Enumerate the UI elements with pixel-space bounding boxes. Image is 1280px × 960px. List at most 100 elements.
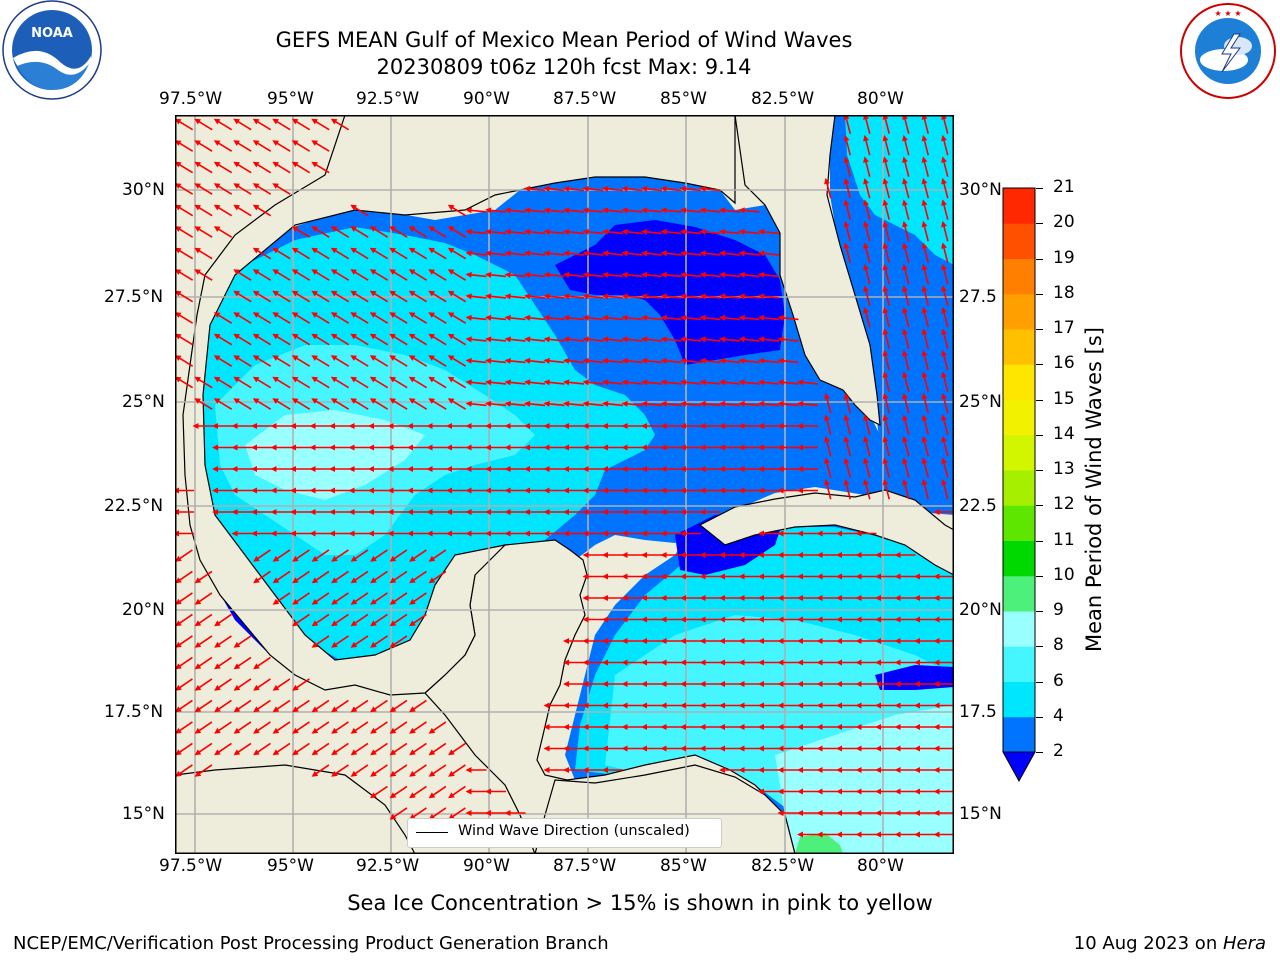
wave-direction-arrow: [902, 435, 910, 457]
colorbar-tick-mark: [1036, 293, 1043, 295]
wave-direction-arrow: [448, 764, 466, 777]
wave-direction-arrow: [311, 333, 330, 346]
colorbar-tick-label: 16: [1053, 353, 1075, 374]
wave-direction-arrow: [824, 177, 832, 199]
wave-direction-arrow: [921, 435, 930, 457]
wave-direction-arrow: [824, 392, 832, 414]
wave-direction-arrow: [680, 681, 701, 687]
wave-direction-arrow: [389, 592, 408, 605]
wave-direction-arrow: [194, 118, 213, 131]
wave-direction-arrow: [699, 423, 721, 429]
wave-direction-arrow: [485, 336, 507, 343]
wave-direction-arrow: [797, 702, 818, 709]
wave-direction-arrow: [758, 530, 779, 537]
wave-direction-arrow: [504, 357, 526, 364]
wave-direction-arrow: [777, 552, 799, 558]
wave-direction-arrow: [836, 573, 857, 580]
wave-direction-arrow: [719, 228, 741, 235]
wave-direction-arrow: [387, 466, 409, 472]
wave-direction-arrow: [602, 681, 623, 687]
wave-direction-arrow: [370, 742, 388, 756]
wave-direction-arrow: [292, 699, 310, 713]
wave-direction-arrow: [465, 788, 487, 795]
wave-direction-arrow: [447, 312, 467, 324]
wave-direction-arrow: [175, 183, 194, 195]
wave-direction-arrow: [894, 638, 916, 644]
colorbar-tick-label: 14: [1053, 423, 1075, 444]
wave-direction-arrow: [253, 678, 271, 691]
wave-direction-arrow: [738, 293, 760, 300]
wave-direction-arrow: [485, 207, 507, 214]
wave-direction-arrow: [348, 487, 370, 494]
wave-direction-arrow: [485, 271, 507, 278]
wave-direction-arrow: [524, 250, 546, 257]
wave-direction-arrow: [563, 638, 584, 644]
wave-direction-arrow: [602, 702, 623, 709]
wave-direction-arrow: [175, 635, 193, 648]
wave-direction-arrow: [582, 530, 604, 537]
wave-direction-arrow: [941, 199, 949, 220]
wave-direction-arrow: [816, 745, 838, 752]
wave-direction-arrow: [875, 552, 896, 558]
wave-direction-arrow: [409, 742, 427, 756]
wave-direction-arrow: [350, 549, 369, 562]
wave-direction-arrow: [660, 595, 682, 601]
wave-direction-arrow: [465, 271, 487, 278]
wave-direction-arrow: [582, 702, 604, 709]
wave-direction-arrow: [816, 788, 838, 795]
wave-direction-arrow: [272, 140, 291, 152]
wave-direction-arrow: [719, 767, 740, 773]
wave-direction-arrow: [660, 530, 682, 537]
wave-direction-arrow: [291, 312, 311, 324]
wave-direction-arrow: [253, 656, 271, 670]
wave-direction-arrow: [409, 764, 427, 777]
wave-direction-arrow: [680, 185, 702, 192]
wave-direction-arrow: [465, 379, 487, 386]
wave-direction-arrow: [329, 530, 350, 537]
wave-direction-arrow: [272, 333, 291, 346]
wave-direction-arrow: [563, 659, 584, 666]
wave-direction-arrow: [699, 466, 721, 472]
wave-direction-arrow: [914, 745, 935, 752]
wave-direction-arrow: [233, 312, 252, 324]
wave-direction-arrow: [524, 509, 545, 515]
wave-direction-arrow: [447, 204, 467, 217]
wave-direction-arrow: [348, 423, 370, 429]
wave-direction-arrow: [777, 357, 799, 364]
wave-direction-arrow: [719, 659, 740, 666]
wave-direction-arrow: [389, 613, 408, 627]
wave-direction-arrow: [680, 400, 702, 407]
wave-direction-arrow: [660, 724, 682, 730]
wave-direction-arrow: [680, 293, 702, 300]
wave-direction-arrow: [252, 140, 272, 152]
wave-direction-arrow: [777, 314, 799, 321]
wave-direction-arrow: [738, 745, 760, 752]
wave-direction-arrow: [921, 371, 930, 392]
colorbar-segment: [1003, 505, 1035, 541]
wave-direction-arrow: [660, 400, 682, 407]
lat-label: 22.5°N: [104, 496, 164, 516]
wave-direction-arrow: [407, 509, 428, 515]
wave-direction-arrow: [941, 242, 949, 263]
wave-direction-arrow: [882, 457, 891, 478]
legend-label: Wind Wave Direction (unscaled): [458, 823, 690, 839]
wave-direction-arrow: [309, 509, 331, 515]
colorbar-tick-mark: [1036, 434, 1043, 436]
wave-direction-arrow: [621, 293, 643, 300]
wave-direction-arrow: [902, 242, 910, 263]
wave-direction-arrow: [272, 549, 291, 562]
wave-direction-arrow: [699, 293, 721, 300]
wave-direction-arrow: [836, 745, 857, 752]
wave-direction-arrow: [370, 764, 388, 777]
wave-direction-arrow: [824, 478, 832, 500]
wave-direction-arrow: [699, 702, 721, 709]
wave-direction-arrow: [894, 681, 916, 687]
wave-direction-arrow: [738, 207, 760, 214]
wave-direction-arrow: [331, 635, 349, 648]
wave-direction-arrow: [902, 392, 910, 414]
wave-direction-arrow: [797, 423, 818, 429]
wave-direction-arrow: [824, 457, 832, 478]
wave-direction-arrow: [251, 487, 272, 494]
wave-direction-arrow: [843, 392, 852, 414]
wave-direction-arrow: [933, 724, 954, 730]
